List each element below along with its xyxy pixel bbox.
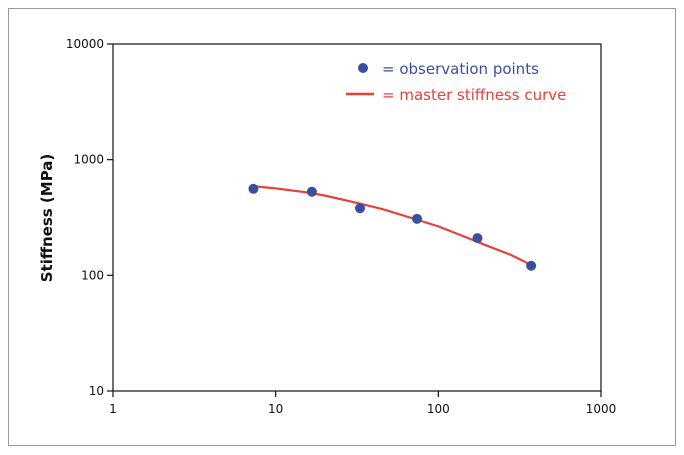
observation-point (526, 260, 537, 271)
ticks: 1 10 100 1000 10 100 1000 10000 (66, 37, 616, 416)
y-tick-label: 10000 (66, 37, 104, 51)
observation-point (248, 183, 259, 194)
observation-point (355, 203, 366, 214)
x-tick-label: 100 (427, 402, 450, 416)
x-tick-label: 1 (109, 402, 117, 416)
legend-master-stiffness-curve: = master stiffness curve (382, 86, 566, 104)
marks (248, 183, 537, 271)
y-tick-label: 1000 (73, 153, 104, 167)
observation-point (306, 186, 317, 197)
x-tick-label: 10 (268, 402, 283, 416)
legend: = observation points = master stiffness … (346, 60, 566, 104)
observation-point (472, 233, 483, 244)
y-tick-label: 10 (89, 384, 104, 398)
master-stiffness-curve (253, 185, 532, 266)
y-tick-label: 100 (81, 268, 104, 282)
x-tick-label: 1000 (586, 402, 617, 416)
legend-point-marker (358, 63, 368, 73)
axes (112, 43, 602, 392)
y-axis-title: Stiffness (MPa) (38, 154, 56, 283)
plot-area-border (112, 43, 602, 392)
chart-frame (8, 8, 676, 446)
observation-point (412, 213, 423, 224)
legend-observation-points: = observation points (382, 60, 539, 78)
